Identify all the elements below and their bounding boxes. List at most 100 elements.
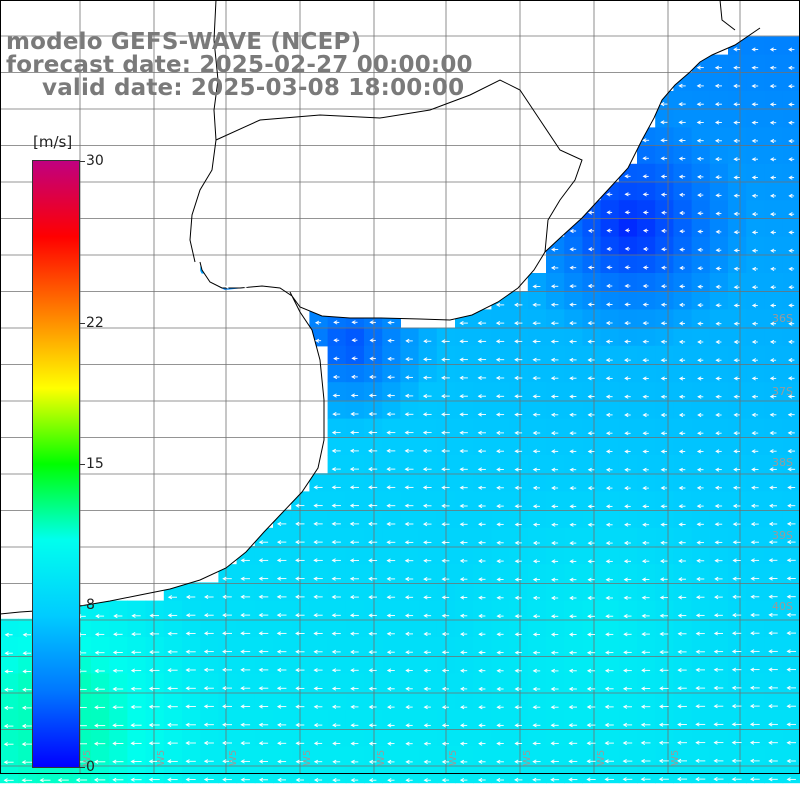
wind-arrow	[569, 614, 577, 619]
wind-arrow	[587, 339, 595, 344]
wind-arrow	[405, 650, 413, 655]
wind-arrow	[678, 485, 686, 490]
wind-speed-cell	[418, 364, 438, 383]
wind-speed-cell	[655, 455, 674, 474]
wind-arrow	[368, 595, 377, 600]
wind-speed-cell	[746, 546, 765, 565]
wind-speed-cell	[582, 273, 602, 292]
wind-speed-cell	[473, 327, 492, 347]
wind-arrow	[130, 777, 142, 782]
wind-arrow	[185, 686, 196, 691]
wind-arrow	[441, 485, 450, 490]
wind-speed-cell	[309, 673, 329, 693]
wind-arrow	[222, 759, 232, 764]
wind-speed-cell	[382, 455, 401, 474]
longitude-labels: W5 W5 W5 W5 W5 W5 W5 W5 W5	[82, 750, 681, 766]
wind-arrow	[550, 376, 559, 381]
wind-speed-cell	[618, 218, 638, 238]
wind-speed-cell	[582, 236, 602, 256]
wind-arrow	[386, 503, 396, 508]
wind-speed-cell	[527, 673, 547, 693]
wind-arrow	[786, 777, 796, 782]
wind-arrow	[733, 339, 740, 345]
wind-speed-cell	[618, 527, 638, 547]
wind-speed-cell	[746, 36, 765, 56]
wind-arrow	[113, 632, 123, 637]
wind-arrow	[587, 265, 595, 270]
wind-speed-cell	[709, 291, 729, 310]
wind-arrow	[679, 192, 685, 197]
wind-speed-cell	[364, 527, 383, 547]
wind-arrow	[586, 741, 596, 746]
wind-arrow	[733, 193, 740, 198]
wind-speed-cell	[546, 637, 565, 656]
wind-arrow	[113, 613, 123, 619]
wind-arrow	[459, 375, 468, 380]
wind-speed-cell	[746, 254, 765, 274]
wind-speed-cell	[309, 491, 329, 511]
wind-arrow	[167, 631, 178, 636]
wind-speed-cell	[327, 491, 347, 511]
wind-speed-cell	[728, 145, 747, 165]
wind-speed-cell	[728, 473, 747, 492]
wind-speed-cell	[764, 728, 784, 747]
wind-speed-cell	[782, 145, 800, 165]
wind-arrow	[661, 265, 667, 270]
wind-speed-cell	[637, 182, 656, 201]
wind-speed-cell	[455, 345, 474, 365]
wind-arrow	[787, 485, 796, 490]
wind-speed-cell	[455, 618, 474, 638]
wind-speed-cell	[637, 273, 656, 292]
wind-speed-cell	[473, 618, 492, 638]
wind-speed-cell	[546, 455, 565, 474]
wind-arrow	[477, 504, 486, 509]
wind-arrow	[185, 741, 196, 746]
wind-speed-cell	[709, 327, 729, 347]
wind-arrow	[713, 613, 723, 618]
wind-arrow	[731, 685, 742, 690]
wind-speed-cell	[691, 236, 711, 256]
wind-arrow	[295, 759, 305, 764]
wind-speed-cell	[564, 655, 583, 674]
latitude-label: 39S	[772, 529, 793, 542]
wind-arrow	[750, 558, 760, 563]
wind-speed-cell	[473, 582, 492, 602]
wind-speed-cell	[655, 345, 674, 365]
wind-speed-cell	[582, 473, 602, 492]
wind-speed-cell	[637, 200, 656, 219]
wind-speed-cell	[291, 655, 310, 674]
wind-arrow	[642, 192, 649, 197]
wind-speed-cell	[0, 709, 19, 729]
wind-speed-cell	[163, 709, 183, 729]
wind-arrow	[624, 210, 631, 215]
wind-speed-cell	[600, 473, 620, 492]
wind-arrow	[112, 668, 123, 673]
wind-arrow	[550, 668, 559, 673]
wind-arrow	[659, 631, 669, 636]
wind-arrow	[276, 704, 287, 709]
wind-arrow	[532, 668, 541, 673]
wind-speed-cell	[473, 546, 492, 565]
wind-arrow	[768, 758, 778, 764]
wind-arrow	[697, 376, 704, 381]
wind-speed-cell	[782, 637, 800, 656]
wind-speed-cell	[91, 691, 110, 711]
wind-speed-cell	[618, 691, 638, 711]
wind-arrow	[495, 375, 505, 380]
wind-arrow	[624, 302, 631, 307]
wind-speed-cell	[273, 655, 292, 674]
wind-speed-cell	[345, 728, 365, 747]
wind-arrow	[550, 705, 559, 710]
wind-speed-cell	[473, 728, 492, 747]
wind-arrow	[660, 467, 667, 472]
wind-speed-cell	[782, 291, 800, 310]
wind-speed-cell	[0, 691, 19, 711]
wind-arrow	[39, 778, 51, 783]
wind-arrow	[349, 503, 359, 508]
wind-arrow	[606, 283, 613, 288]
wind-arrow	[349, 576, 359, 581]
wind-speed-cell	[746, 345, 765, 365]
wind-speed-cell	[309, 655, 329, 674]
wind-arrow	[349, 448, 359, 453]
wind-speed-cell	[273, 546, 292, 565]
